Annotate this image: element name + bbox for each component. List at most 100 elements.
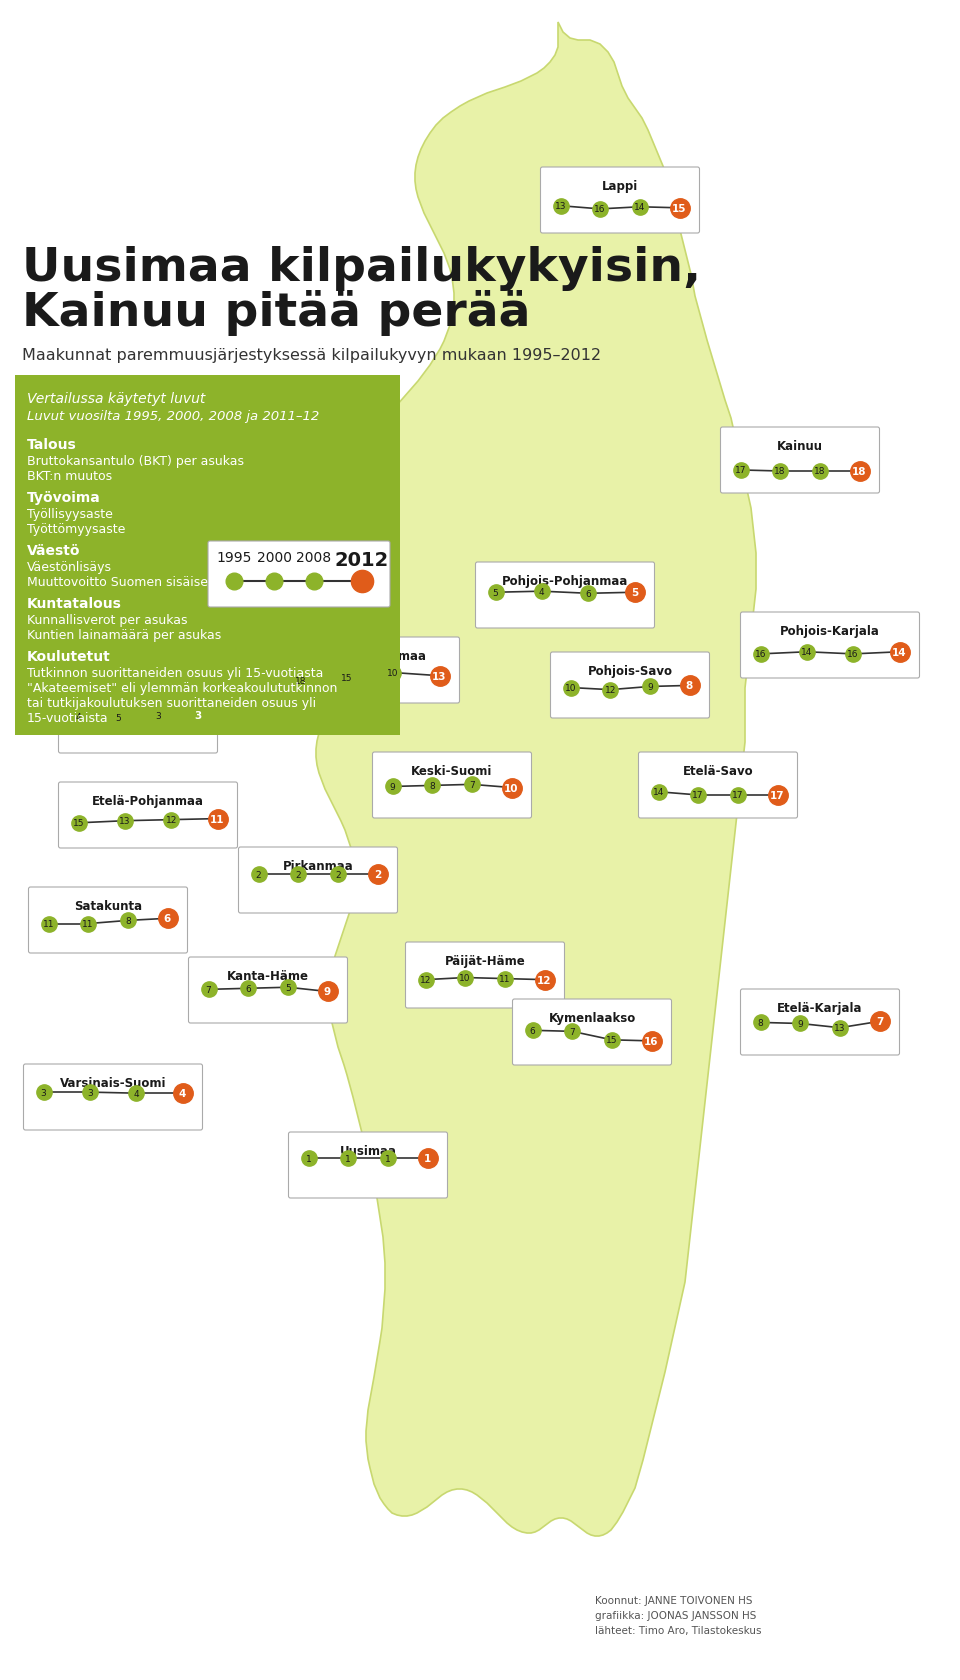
Text: 6: 6 <box>530 1026 536 1035</box>
Text: 5: 5 <box>115 714 121 722</box>
FancyBboxPatch shape <box>550 652 709 719</box>
FancyBboxPatch shape <box>59 783 237 848</box>
Text: Lappi: Lappi <box>602 180 638 193</box>
Text: 12: 12 <box>538 974 552 984</box>
Text: 11: 11 <box>210 815 225 825</box>
FancyBboxPatch shape <box>238 847 397 914</box>
Text: Tutkinnon suorittaneiden osuus yli 15-vuotiasta: Tutkinnon suorittaneiden osuus yli 15-vu… <box>27 667 324 680</box>
Text: 3: 3 <box>194 711 202 721</box>
Text: 3: 3 <box>155 711 160 721</box>
Text: Väestönlisäys: Väestönlisäys <box>27 561 112 573</box>
Text: 14: 14 <box>802 648 812 657</box>
Text: "Akateemiset" eli ylemmän korkeakoulututkinnon: "Akateemiset" eli ylemmän korkeakoulutut… <box>27 682 337 694</box>
FancyBboxPatch shape <box>280 638 460 704</box>
Text: 11: 11 <box>499 974 511 983</box>
FancyBboxPatch shape <box>721 428 879 494</box>
Text: 13: 13 <box>432 672 446 682</box>
Text: 5: 5 <box>285 983 291 993</box>
Text: 10: 10 <box>504 783 518 793</box>
Text: Kuntatalous: Kuntatalous <box>27 596 122 610</box>
Text: Pohjanmaa: Pohjanmaa <box>101 699 175 712</box>
Text: 16: 16 <box>755 650 766 659</box>
Text: 4: 4 <box>179 1089 186 1099</box>
Text: 11: 11 <box>83 919 94 929</box>
Text: 5: 5 <box>492 588 498 598</box>
Text: Väestö: Väestö <box>27 544 81 558</box>
FancyBboxPatch shape <box>405 942 564 1008</box>
Text: 16: 16 <box>594 205 606 215</box>
Text: Etelä-Karjala: Etelä-Karjala <box>778 1001 863 1015</box>
Text: Luvut vuosilta 1995, 2000, 2008 ja 2011–12: Luvut vuosilta 1995, 2000, 2008 ja 2011–… <box>27 410 320 423</box>
Text: Kuntien lainamäärä per asukas: Kuntien lainamäärä per asukas <box>27 628 221 642</box>
FancyBboxPatch shape <box>15 376 400 736</box>
Text: 5: 5 <box>631 588 638 598</box>
Text: 13: 13 <box>834 1023 846 1033</box>
Text: 17: 17 <box>692 791 704 800</box>
Text: 2: 2 <box>335 870 341 879</box>
Text: Pohjois-Savo: Pohjois-Savo <box>588 665 673 677</box>
Text: 1: 1 <box>385 1154 391 1163</box>
Text: 1: 1 <box>424 1152 431 1163</box>
FancyBboxPatch shape <box>208 541 390 608</box>
Text: 16: 16 <box>644 1037 659 1047</box>
Text: 18: 18 <box>814 467 826 475</box>
Text: 7: 7 <box>468 781 474 790</box>
Text: 18: 18 <box>852 467 867 477</box>
Text: 15: 15 <box>606 1035 617 1045</box>
Text: 4: 4 <box>539 588 544 596</box>
Text: 10: 10 <box>564 684 576 692</box>
Text: 8: 8 <box>125 916 131 926</box>
Text: Koonnut: JANNE TOIVONEN HS
grafiikka: JOONAS JANSSON HS
lähteet: Timo Aro, Tilas: Koonnut: JANNE TOIVONEN HS grafiikka: JO… <box>595 1596 761 1635</box>
Polygon shape <box>316 24 756 1536</box>
Text: 13: 13 <box>555 202 566 212</box>
Text: 8: 8 <box>429 781 435 791</box>
Text: 12: 12 <box>420 976 431 984</box>
Text: Pohjois-Karjala: Pohjois-Karjala <box>780 625 880 638</box>
Text: 2: 2 <box>373 870 381 880</box>
FancyBboxPatch shape <box>475 563 655 628</box>
Text: Kainuu pitää perää: Kainuu pitää perää <box>22 291 531 336</box>
FancyBboxPatch shape <box>540 168 700 234</box>
Text: BKT:n muutos: BKT:n muutos <box>27 470 112 482</box>
Text: 14: 14 <box>892 647 907 657</box>
Text: 2012: 2012 <box>335 551 389 570</box>
Text: Päijät-Häme: Päijät-Häme <box>444 954 525 968</box>
Text: 8: 8 <box>757 1018 763 1026</box>
Text: 15: 15 <box>672 203 686 213</box>
Text: Koulutetut: Koulutetut <box>27 650 110 664</box>
Text: 1: 1 <box>305 1154 311 1163</box>
Text: Pohjois-Pohjanmaa: Pohjois-Pohjanmaa <box>502 575 628 588</box>
Text: 11: 11 <box>43 919 55 929</box>
Text: 14: 14 <box>635 203 645 212</box>
Text: 7: 7 <box>205 984 211 995</box>
Text: 17: 17 <box>732 791 744 800</box>
Text: 9: 9 <box>324 986 331 996</box>
Text: Uusimaa kilpailukykyisin,: Uusimaa kilpailukykyisin, <box>22 245 701 291</box>
Text: 6: 6 <box>246 984 252 993</box>
Text: Pirkanmaa: Pirkanmaa <box>282 860 353 872</box>
Text: 6: 6 <box>586 590 591 598</box>
Text: 4: 4 <box>133 1089 139 1099</box>
Text: Varsinais-Suomi: Varsinais-Suomi <box>60 1077 166 1089</box>
Text: Työvoima: Työvoima <box>27 491 101 504</box>
Text: 4: 4 <box>76 712 82 721</box>
Text: 12: 12 <box>165 816 177 825</box>
Text: 15: 15 <box>341 674 352 682</box>
Text: Maakunnat paremmuusjärjestyksessä kilpailukyvyn mukaan 1995–2012: Maakunnat paremmuusjärjestyksessä kilpai… <box>22 348 601 363</box>
Text: 9: 9 <box>798 1020 804 1028</box>
FancyBboxPatch shape <box>29 887 187 954</box>
Text: Muuttovoitto Suomen sisäisestä muuttoliikkeestä: Muuttovoitto Suomen sisäisestä muuttolii… <box>27 576 335 588</box>
Text: Etelä-Pohjanmaa: Etelä-Pohjanmaa <box>92 795 204 808</box>
Text: 9: 9 <box>647 682 653 692</box>
FancyBboxPatch shape <box>59 687 218 754</box>
Text: 1995: 1995 <box>216 551 252 564</box>
Text: tai tutkijakoulutuksen suorittaneiden osuus yli: tai tutkijakoulutuksen suorittaneiden os… <box>27 697 316 709</box>
Text: 7: 7 <box>876 1016 883 1026</box>
Text: 17: 17 <box>770 791 785 800</box>
Text: 2008: 2008 <box>297 551 331 564</box>
Text: 16: 16 <box>848 650 859 659</box>
Text: 2: 2 <box>296 870 301 879</box>
Text: 10: 10 <box>460 973 471 983</box>
Text: 18: 18 <box>775 467 786 475</box>
Text: 15-vuotiaista: 15-vuotiaista <box>27 712 108 724</box>
